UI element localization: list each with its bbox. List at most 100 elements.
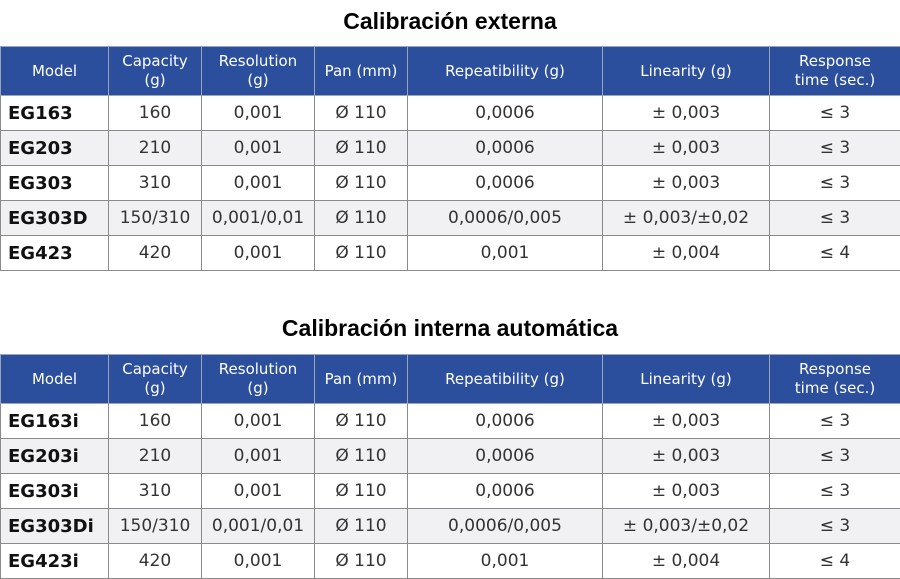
- table-cell: Ø 110: [315, 236, 408, 271]
- table-cell: 210: [109, 131, 202, 166]
- column-header: Capacity (g): [109, 355, 202, 404]
- table-cell: ≤ 3: [770, 96, 900, 131]
- table-cell: Ø 110: [315, 201, 408, 236]
- column-header: Linearity (g): [603, 355, 770, 404]
- column-header: Capacity (g): [109, 47, 202, 96]
- table-cell: ≤ 3: [770, 474, 900, 509]
- table-cell: 210: [109, 439, 202, 474]
- table-cell: 0,001: [408, 236, 603, 271]
- table-cell: ≤ 3: [770, 404, 900, 439]
- table-cell: Ø 110: [315, 131, 408, 166]
- table-cell: 310: [109, 166, 202, 201]
- column-header: Model: [1, 355, 109, 404]
- table-cell: 0,001: [202, 404, 315, 439]
- table-cell: Ø 110: [315, 439, 408, 474]
- table-cell: 0,001: [202, 131, 315, 166]
- column-header: Pan (mm): [315, 355, 408, 404]
- model-cell: EG423: [1, 236, 109, 271]
- table-cell: 0,0006: [408, 131, 603, 166]
- table-cell: Ø 110: [315, 96, 408, 131]
- table-cell: ± 0,003/±0,02: [603, 509, 770, 544]
- table-cell: 0,001: [202, 236, 315, 271]
- table-cell: ± 0,003/±0,02: [603, 201, 770, 236]
- table-cell: ≤ 3: [770, 166, 900, 201]
- table-title: Calibración interna automática: [0, 315, 900, 342]
- table-title: Calibración externa: [0, 8, 900, 35]
- table-cell: 0,0006: [408, 439, 603, 474]
- column-header: Resolution (g): [202, 355, 315, 404]
- table-cell: 160: [109, 404, 202, 439]
- column-header: Response time (sec.): [770, 47, 900, 96]
- table-cell: ± 0,003: [603, 131, 770, 166]
- table-cell: ± 0,003: [603, 404, 770, 439]
- table-cell: 0,001/0,01: [202, 509, 315, 544]
- table-cell: 0,001: [202, 544, 315, 579]
- table-cell: ≤ 4: [770, 544, 900, 579]
- model-cell: EG163i: [1, 404, 109, 439]
- table-cell: Ø 110: [315, 404, 408, 439]
- table-cell: 0,001: [202, 166, 315, 201]
- table-cell: 420: [109, 544, 202, 579]
- table-cell: ≤ 3: [770, 509, 900, 544]
- table-cell: 310: [109, 474, 202, 509]
- table-cell: ± 0,003: [603, 474, 770, 509]
- table-cell: 0,0006/0,005: [408, 201, 603, 236]
- column-header: Pan (mm): [315, 47, 408, 96]
- model-cell: EG203i: [1, 439, 109, 474]
- table-cell: ≤ 3: [770, 201, 900, 236]
- column-header: Linearity (g): [603, 47, 770, 96]
- table-cell: Ø 110: [315, 544, 408, 579]
- model-cell: EG303Di: [1, 509, 109, 544]
- table-cell: ± 0,003: [603, 96, 770, 131]
- table-cell: 160: [109, 96, 202, 131]
- table-cell: 0,0006: [408, 166, 603, 201]
- table-cell: 0,001: [202, 474, 315, 509]
- table-cell: 0,001: [202, 96, 315, 131]
- table-cell: 150/310: [109, 509, 202, 544]
- table-cell: 0,001: [408, 544, 603, 579]
- table-cell: ≤ 3: [770, 439, 900, 474]
- table-cell: ≤ 3: [770, 131, 900, 166]
- table-cell: Ø 110: [315, 474, 408, 509]
- table-cell: Ø 110: [315, 509, 408, 544]
- column-header: Repeatibility (g): [408, 47, 603, 96]
- table-cell: Ø 110: [315, 166, 408, 201]
- table-cell: 0,0006: [408, 474, 603, 509]
- table-cell: 150/310: [109, 201, 202, 236]
- table-cell: 0,0006/0,005: [408, 509, 603, 544]
- table-cell: 0,001: [202, 439, 315, 474]
- table-cell: ≤ 4: [770, 236, 900, 271]
- model-cell: EG203: [1, 131, 109, 166]
- table-cell: 0,001/0,01: [202, 201, 315, 236]
- column-header: Response time (sec.): [770, 355, 900, 404]
- model-cell: EG303: [1, 166, 109, 201]
- table-cell: 0,0006: [408, 96, 603, 131]
- column-header: Model: [1, 47, 109, 96]
- column-header: Resolution (g): [202, 47, 315, 96]
- column-header: Repeatibility (g): [408, 355, 603, 404]
- model-cell: EG303D: [1, 201, 109, 236]
- table-cell: ± 0,004: [603, 236, 770, 271]
- table-cell: 420: [109, 236, 202, 271]
- table-cell: ± 0,003: [603, 439, 770, 474]
- table-cell: ± 0,003: [603, 166, 770, 201]
- model-cell: EG303i: [1, 474, 109, 509]
- table-cell: 0,0006: [408, 404, 603, 439]
- model-cell: EG423i: [1, 544, 109, 579]
- table-cell: ± 0,004: [603, 544, 770, 579]
- model-cell: EG163: [1, 96, 109, 131]
